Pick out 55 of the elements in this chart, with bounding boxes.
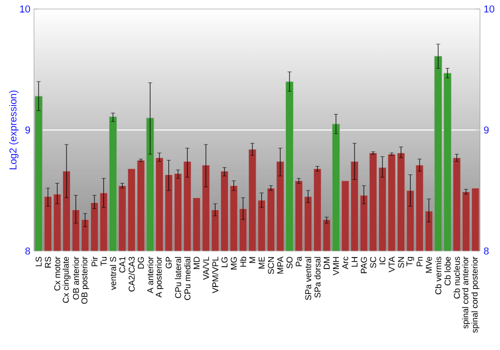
x-tick-label: GP xyxy=(166,256,172,268)
x-tick-label: Pa xyxy=(296,256,302,266)
x-tick-label: MPA xyxy=(277,256,284,274)
x-tick-label: SPa dorsal xyxy=(314,257,321,298)
x-tick-label: LS xyxy=(36,256,42,266)
x-tick-label: SN xyxy=(398,257,404,268)
x-tick-label: Tg xyxy=(406,256,414,266)
x-tick-label: OB posterior xyxy=(81,256,90,304)
y2-tick-label: 8 xyxy=(484,247,489,255)
x-tick-label: Cx motor xyxy=(54,256,60,290)
x-tick-label: DM xyxy=(324,257,330,269)
x-tick-label: A anterior xyxy=(147,256,154,294)
x-tick-label: MG xyxy=(230,257,237,270)
x-tick-label: Cb vermis xyxy=(435,256,442,294)
x-tick-label: PAG xyxy=(360,257,367,274)
x-tick-label: SO xyxy=(286,256,293,268)
x-tick-label: SCN xyxy=(268,257,274,274)
x-tick-label: A posterior xyxy=(155,256,164,298)
x-tick-label: VA/VL xyxy=(202,256,210,280)
x-tick-label: VMH xyxy=(333,257,339,276)
y-tick-label: 9 xyxy=(25,126,30,134)
y2-tick-label: 9 xyxy=(484,126,489,134)
x-tick-label: Tu xyxy=(100,257,107,266)
x-tick-label: ventral S xyxy=(110,256,116,290)
y-axis-title: Log2 (expression) xyxy=(9,90,18,170)
x-tick-label: OB anterior xyxy=(72,256,79,300)
x-tick-label: RS xyxy=(44,256,51,268)
x-tick-label: Pir xyxy=(91,256,98,266)
x-tick-label: spinal cord posterior xyxy=(471,256,480,333)
x-tick-label: DG xyxy=(138,257,144,269)
x-tick-label: Arc xyxy=(342,256,348,270)
x-tick-label: Pn xyxy=(416,257,423,266)
y-tick-label: 10 xyxy=(20,5,30,13)
x-tick-label: CA1 xyxy=(119,256,126,273)
x-tick-label: VPM/VPL xyxy=(212,256,218,294)
x-tick-label: LG xyxy=(221,257,228,268)
x-tick-label: Cb lobe xyxy=(444,256,451,286)
x-tick-label: SPa ventral xyxy=(304,257,312,300)
x-tick-label: IC xyxy=(379,256,386,264)
x-tick-label: SC xyxy=(370,256,376,268)
x-tick-label: Cb nucleus xyxy=(454,256,460,299)
x-tick-label: CA2/CA3 xyxy=(128,256,135,292)
x-tick-label: M xyxy=(249,257,256,263)
x-tick-label: MD xyxy=(194,256,200,269)
x-tick-label: Cx cingulate xyxy=(62,256,70,303)
x-tick-label: spinal cord anterior xyxy=(462,256,470,329)
x-tick-label: MVe xyxy=(426,256,432,273)
x-tick-label: Hb xyxy=(240,256,246,267)
x-tick-label: LH xyxy=(352,257,358,267)
x-tick-label: VTA xyxy=(388,256,395,272)
x-tick-label: CPu medial xyxy=(184,257,190,300)
x-tick-label: CPu lateral xyxy=(174,257,182,298)
y2-tick-label: 10 xyxy=(484,5,494,13)
y-tick-label: 8 xyxy=(25,247,30,255)
x-tick-label: ME xyxy=(258,256,265,269)
